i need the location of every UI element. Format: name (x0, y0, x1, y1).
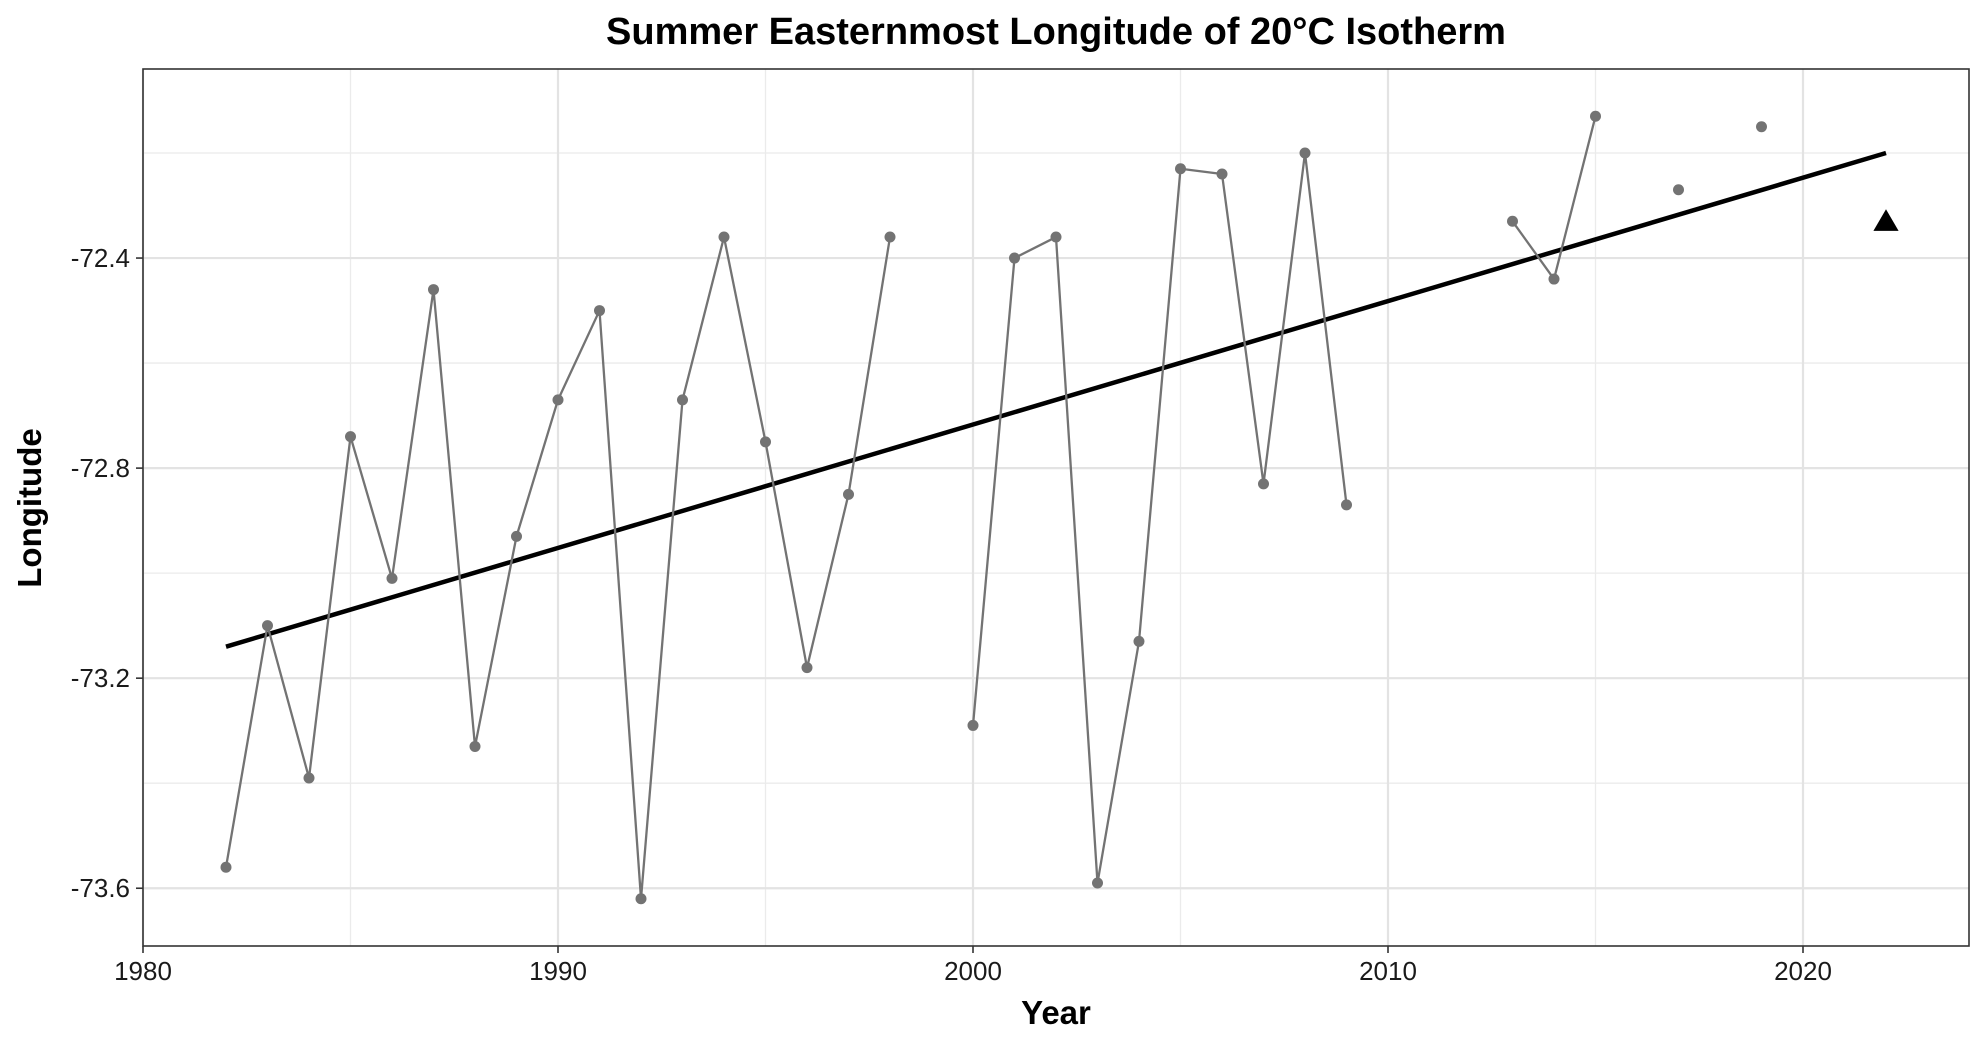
data-point (1341, 499, 1352, 511)
data-point (1258, 478, 1269, 490)
observed-series-line (971, 151, 1348, 885)
data-point (386, 572, 398, 584)
trend-line-layer (225, 150, 1887, 649)
data-point (428, 284, 439, 296)
data-point (303, 772, 315, 784)
x-axis-label: Year (1021, 994, 1091, 1031)
x-tick-label: 1980 (114, 956, 172, 986)
x-tick-label: 2020 (1774, 956, 1832, 986)
data-point (1673, 184, 1684, 196)
data-point (1050, 231, 1062, 243)
y-tick-label: -72.8 (71, 453, 130, 483)
panel-background (143, 69, 1969, 946)
data-point (1299, 147, 1311, 159)
data-point (1133, 635, 1145, 647)
data-point (469, 740, 481, 752)
data-point (801, 662, 813, 674)
x-axis: 1980 1990 2000 2010 2020 (114, 946, 1832, 986)
data-point (1009, 252, 1020, 264)
triangle-marker (1873, 209, 1899, 231)
data-point (635, 893, 647, 905)
y-axis-label: Longitude (11, 428, 48, 587)
data-point (1756, 121, 1767, 133)
data-point (677, 394, 688, 406)
grid-major (141, 69, 1969, 946)
data-point (345, 431, 356, 443)
x-tick-label: 1990 (529, 956, 587, 986)
data-point (594, 305, 605, 317)
marker-layer (1873, 209, 1899, 231)
grid-minor (143, 69, 1969, 946)
data-point (718, 231, 730, 243)
data-point (1590, 110, 1601, 122)
data-point (220, 861, 232, 873)
data-point (1216, 168, 1228, 180)
y-axis: -73.6 -73.2 -72.8 -72.4 (71, 243, 143, 903)
data-point (967, 719, 979, 731)
y-tick-label: -72.4 (71, 243, 130, 273)
data-point (884, 231, 896, 243)
x-tick-label: 2000 (944, 956, 1002, 986)
data-point (1092, 877, 1103, 889)
panel-border (142, 68, 1970, 947)
trend-line (225, 150, 1887, 649)
data-point (262, 620, 273, 632)
data-point (1548, 273, 1560, 285)
data-point (511, 530, 522, 542)
x-tick-label: 2010 (1359, 956, 1417, 986)
y-tick-label: -73.2 (71, 663, 130, 693)
data-point (552, 394, 564, 406)
y-tick-label: -73.6 (71, 873, 130, 903)
data-point (843, 488, 854, 500)
observed-series-layer (220, 110, 1767, 905)
chart-title: Summer Easternmost Longitude of 20°C Iso… (606, 11, 1506, 53)
data-point (760, 436, 771, 448)
data-point (1175, 163, 1186, 175)
data-point (1507, 215, 1518, 227)
